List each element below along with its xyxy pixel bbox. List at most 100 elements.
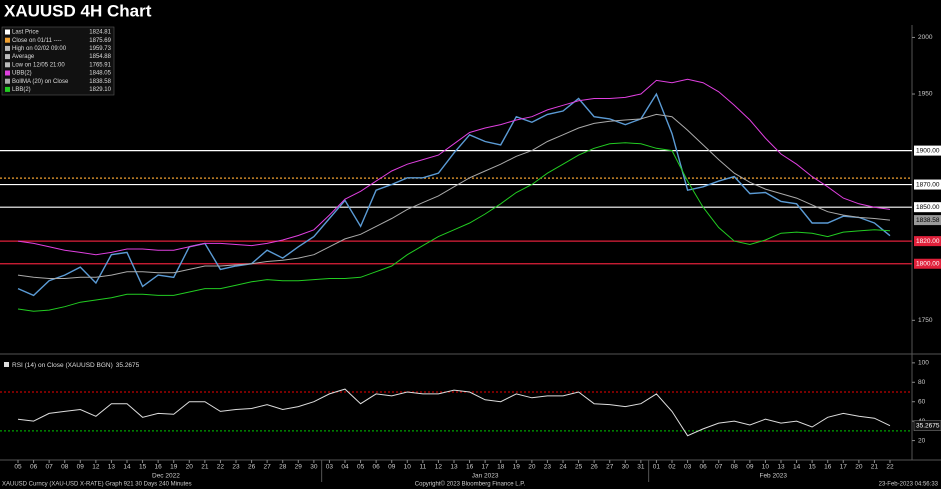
- x-tick-label: 27: [264, 464, 272, 471]
- rsi-legend-name: RSI (14) on Close (XAUUSD BGN): [12, 362, 113, 369]
- level-label-box: [914, 258, 941, 269]
- legend-swatch: [5, 86, 10, 92]
- x-group-label: Feb 2023: [759, 473, 787, 480]
- x-tick-label: 22: [217, 464, 225, 471]
- y-tick-label: 60: [918, 398, 926, 405]
- rsi-label: 35.2675: [916, 422, 940, 429]
- y-tick-label: 80: [918, 379, 926, 386]
- x-tick-label: 11: [419, 464, 426, 471]
- x-tick-label: 03: [326, 464, 334, 471]
- legend-label: UBB(2): [12, 71, 32, 77]
- level-label: 1800.00: [916, 260, 940, 267]
- legend-swatch: [5, 70, 10, 76]
- series-line: [17, 388, 891, 437]
- chart-title: XAUUSD 4H Chart: [4, 1, 152, 20]
- x-tick-label: 27: [606, 464, 614, 471]
- level-label-box: [914, 145, 941, 156]
- level-label-box: [914, 179, 941, 190]
- series-line: [17, 78, 891, 256]
- x-tick-label: 21: [871, 464, 879, 471]
- footer-left: XAUUSD Curncy (XAU-USD X-RATE) Graph 921…: [2, 482, 192, 488]
- x-tick-label: 09: [388, 464, 396, 471]
- legend-label: LBB(2): [12, 87, 31, 93]
- x-tick-label: 20: [855, 464, 863, 471]
- x-tick-label: 16: [824, 464, 832, 471]
- x-tick-label: 26: [591, 464, 599, 471]
- x-tick-label: 21: [201, 464, 209, 471]
- level-label: 1900.00: [916, 147, 940, 154]
- x-tick-label: 23: [232, 464, 240, 471]
- x-tick-label: 07: [715, 464, 723, 471]
- y-tick-label: 1750: [918, 317, 933, 324]
- x-tick-label: 04: [341, 464, 349, 471]
- legend-box: [1, 26, 115, 96]
- x-tick-label: 24: [559, 464, 567, 471]
- x-tick-label: 14: [793, 464, 801, 471]
- legend-swatch: [5, 37, 10, 43]
- level-label: 1850.00: [916, 204, 940, 211]
- x-tick-label: 19: [170, 464, 178, 471]
- y-tick-label: 1950: [918, 91, 933, 98]
- legend-swatch: [5, 78, 10, 84]
- x-tick-label: 18: [497, 464, 505, 471]
- level-label: 1870.00: [916, 181, 940, 188]
- x-tick-label: 26: [248, 464, 256, 471]
- x-tick-label: 17: [482, 464, 490, 471]
- x-tick-label: 31: [637, 464, 645, 471]
- legend-label: Average: [12, 54, 35, 60]
- x-tick-label: 30: [622, 464, 630, 471]
- x-tick-label: 20: [528, 464, 536, 471]
- legend-value: 1829.10: [89, 87, 111, 93]
- x-tick-label: 20: [186, 464, 194, 471]
- x-tick-label: 19: [513, 464, 521, 471]
- x-tick-label: 12: [92, 464, 100, 471]
- legend-value: 1848.05: [89, 71, 111, 77]
- x-tick-label: 16: [466, 464, 474, 471]
- rsi-label-box: [913, 420, 941, 431]
- x-tick-label: 14: [123, 464, 131, 471]
- rsi-legend-value: 35.2675: [116, 362, 140, 369]
- legend-value: 1765.91: [89, 62, 111, 68]
- y-tick-label: 100: [918, 360, 929, 367]
- ma-label: 1838.58: [916, 217, 940, 224]
- x-tick-label: 22: [886, 464, 894, 471]
- legend-label: Close on 01/11 ----: [12, 38, 62, 44]
- x-tick-label: 07: [46, 464, 54, 471]
- x-tick-label: 23: [544, 464, 552, 471]
- y-tick-label: 2000: [918, 34, 933, 41]
- x-tick-label: 06: [700, 464, 708, 471]
- legend-swatch: [5, 54, 10, 60]
- legend-swatch: [5, 62, 10, 68]
- x-tick-label: 12: [435, 464, 443, 471]
- x-tick-label: 28: [279, 464, 287, 471]
- legend-label: Last Price: [12, 30, 39, 36]
- legend-value: 1854.88: [89, 54, 111, 60]
- rsi-legend-swatch: [4, 362, 9, 367]
- x-tick-label: 10: [404, 464, 412, 471]
- x-tick-label: 15: [809, 464, 817, 471]
- level-label-box: [914, 202, 941, 213]
- ma-label-box: [914, 215, 941, 226]
- x-tick-label: 09: [77, 464, 85, 471]
- x-tick-label: 05: [357, 464, 365, 471]
- series-line: [17, 142, 891, 312]
- footer-right: 23-Feb-2023 04:56:33: [879, 482, 939, 488]
- x-tick-label: 29: [295, 464, 303, 471]
- footer-center: Copyright© 2023 Bloomberg Finance L.P.: [415, 481, 526, 488]
- series-line: [17, 92, 891, 297]
- level-label: 1820.00: [916, 238, 940, 245]
- legend-label: High on 02/02 09:00: [12, 46, 67, 52]
- x-tick-label: 17: [840, 464, 848, 471]
- x-tick-label: 08: [61, 464, 69, 471]
- x-tick-label: 13: [777, 464, 785, 471]
- x-tick-label: 25: [575, 464, 583, 471]
- legend-swatch: [5, 45, 10, 51]
- legend-value: 1875.69: [89, 38, 111, 44]
- level-label-box: [914, 236, 941, 247]
- legend-label: Low on 12/05 21:00: [12, 62, 65, 68]
- x-tick-label: 06: [373, 464, 381, 471]
- legend-value: 1959.73: [89, 46, 111, 52]
- legend-value: 1838.58: [89, 79, 111, 85]
